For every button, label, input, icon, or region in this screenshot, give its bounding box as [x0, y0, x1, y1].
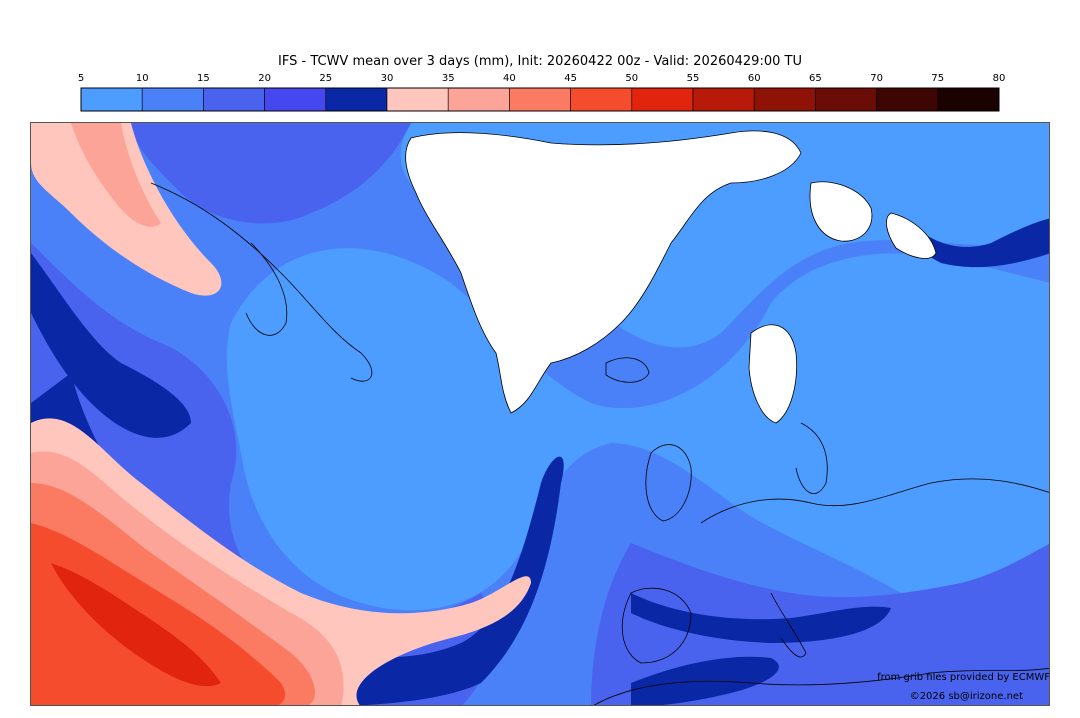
field-deep-ne: [910, 218, 1049, 268]
plume-deep-red: [51, 563, 221, 687]
colorbar-tick-label: 55: [687, 73, 700, 84]
colorbar-frame: [80, 87, 1000, 112]
colorbar-tick-label: 80: [993, 73, 1006, 84]
colorbar: 5 10 15 20 25 30 35 40 45 50 55 60 65 70 75 80: [78, 73, 1006, 112]
colorbar-swatch: [631, 87, 694, 112]
copyright-credit: ©2026 sb@irizone.net: [909, 691, 1023, 702]
colorbar-swatches: [80, 87, 1000, 112]
colorbar-swatch: [447, 87, 510, 112]
coast-iberia: [621, 587, 692, 664]
coast-british-isles: [645, 444, 692, 522]
colorbar-swatch: [386, 87, 449, 112]
plume-red: [31, 523, 286, 705]
colorbar-tick-label: 25: [319, 73, 332, 84]
colorbar-tick-label: 50: [625, 73, 638, 84]
novaya-no-data: [886, 212, 937, 259]
colorbar-swatch: [80, 87, 143, 112]
field-deep-med: [631, 593, 891, 643]
colorbar-tick-label: 65: [809, 73, 822, 84]
colorbar-swatch: [692, 87, 755, 112]
field-dark-arctic: [131, 123, 411, 224]
colorbar-swatch: [509, 87, 571, 112]
colorbar-tick-label: 30: [381, 73, 394, 84]
chart-title: IFS - TCWV mean over 3 days (mm), Init: …: [278, 54, 802, 69]
colorbar-tick-label: 70: [870, 73, 883, 84]
colorbar-swatch: [325, 87, 388, 112]
colorbar-tick-label: 40: [503, 73, 516, 84]
colorbar-tick-label: 60: [748, 73, 761, 84]
colorbar-tick-labels: 5 10 15 20 25 30 35 40 45 50 55 60 65 70 75 80: [78, 73, 1006, 84]
colorbar-tick-label: 5: [78, 73, 84, 84]
colorbar-swatch: [203, 87, 265, 112]
greenland-no-data: [405, 130, 802, 414]
map-canvas: [31, 123, 1049, 705]
colorbar-tick-label: 45: [564, 73, 577, 84]
source-credit: from grib files provided by ECMWF: [877, 672, 1050, 683]
coast-baltic: [795, 422, 828, 494]
svalbard-no-data: [809, 181, 873, 242]
coast-italy: [770, 592, 807, 658]
colorbar-swatch: [876, 87, 939, 112]
field-light-central: [226, 248, 1049, 611]
colorbar-tick-label: 35: [442, 73, 455, 84]
coast-canada: [150, 182, 373, 382]
colorbar-tick-label: 10: [136, 73, 149, 84]
colorbar-swatch: [264, 87, 327, 112]
colorbar-tick-label: 15: [197, 73, 210, 84]
field-deep-band-west: [31, 253, 191, 438]
plume-salmon-north: [71, 123, 161, 227]
colorbar-tick-label: 20: [258, 73, 271, 84]
coast-iceland: [605, 357, 650, 383]
coast-hudson: [245, 242, 288, 336]
colorbar-tick-label: 75: [931, 73, 944, 84]
tcwv-map: [30, 122, 1050, 706]
colorbar-swatch: [753, 87, 816, 112]
colorbar-swatch: [570, 87, 633, 112]
coast-europe: [700, 478, 1049, 524]
colorbar-swatch: [815, 87, 877, 112]
colorbar-swatch: [141, 87, 204, 112]
colorbar-swatch: [937, 87, 1000, 112]
scandinavia-no-data: [748, 324, 797, 424]
coast-africa: [593, 667, 1049, 705]
